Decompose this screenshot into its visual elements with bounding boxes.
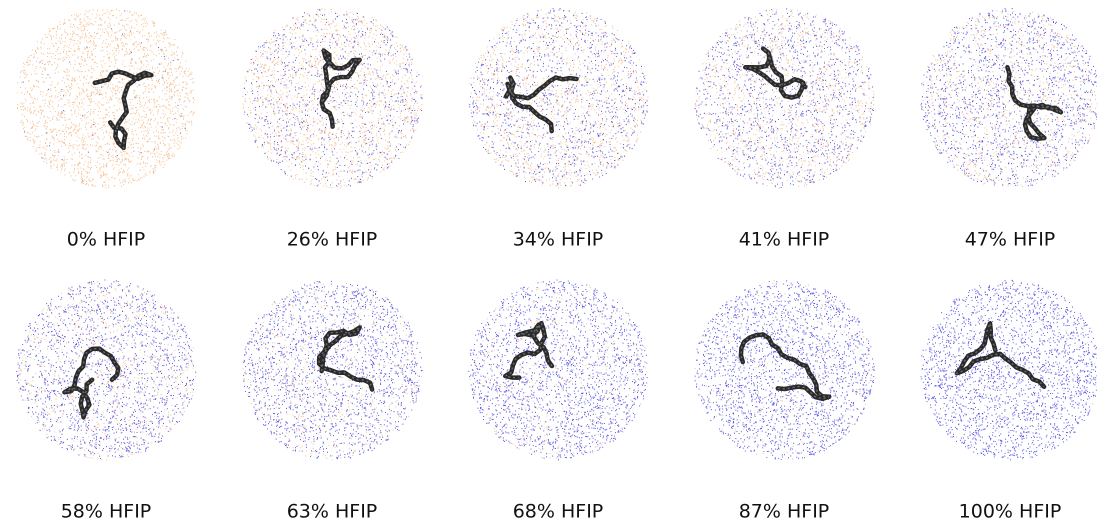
panel-label: 58% HFIP — [61, 501, 152, 523]
polymer-chain — [319, 48, 362, 129]
solvent-blue — [243, 9, 423, 187]
solvent-blue — [468, 279, 648, 461]
panel-label: 47% HFIP — [965, 229, 1056, 251]
panel-label: 68% HFIP — [513, 501, 604, 523]
polymer-chain — [743, 46, 808, 100]
panel-label: 100% HFIP — [959, 501, 1062, 523]
solvent-blue — [469, 7, 648, 187]
polymer-chain — [503, 320, 555, 380]
solvent-orange — [16, 8, 195, 189]
polymer-chain — [92, 69, 154, 151]
solvent-orange — [694, 8, 875, 189]
snapshot — [694, 8, 875, 189]
solvent-orange — [242, 8, 423, 189]
polymer-chain — [954, 321, 1047, 390]
snapshot — [469, 7, 649, 189]
polymer-chain — [738, 332, 832, 402]
panel-label: 34% HFIP — [513, 229, 604, 251]
snapshot — [16, 8, 195, 189]
solvent-blue — [243, 280, 423, 460]
snapshot — [242, 280, 423, 461]
solvent-blue — [16, 279, 197, 460]
panel-label: 41% HFIP — [739, 229, 830, 251]
solvent-blue — [694, 280, 875, 461]
panel-label: 63% HFIP — [287, 501, 378, 523]
polymer-chain — [316, 325, 375, 392]
snapshot — [920, 279, 1097, 461]
solvent-blue — [22, 10, 186, 182]
panel-label: 26% HFIP — [287, 229, 378, 251]
solvent-orange — [469, 9, 649, 189]
solvent-orange — [921, 7, 1097, 187]
snapshot — [16, 279, 197, 461]
polymer-chain — [1005, 65, 1064, 141]
snapshot — [468, 279, 648, 461]
panel-label: 0% HFIP — [67, 229, 145, 251]
snapshot — [242, 8, 423, 189]
polymer-chain — [62, 346, 121, 420]
snapshot — [920, 7, 1097, 187]
solvent-blue — [920, 7, 1097, 187]
polymer-chain — [503, 75, 579, 134]
solvent-blue — [920, 279, 1097, 461]
panel-label: 87% HFIP — [739, 501, 830, 523]
snapshot — [694, 280, 875, 461]
